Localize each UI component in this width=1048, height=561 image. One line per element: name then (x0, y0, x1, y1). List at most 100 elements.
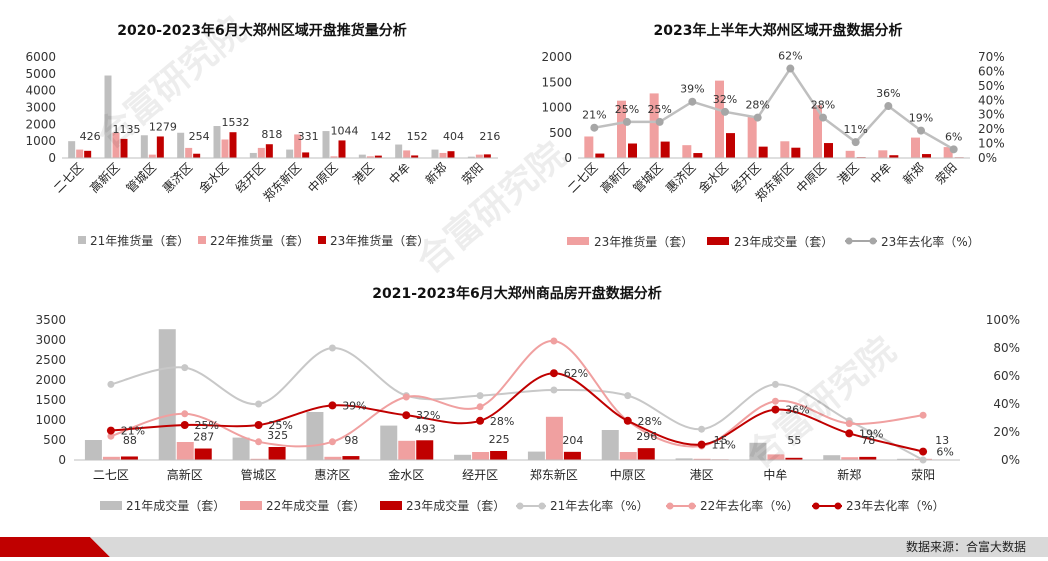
c2-ytick: 2000 (541, 50, 572, 64)
c3-bar (398, 440, 416, 460)
c1-bar (148, 154, 156, 158)
c3-category: 管城区 (241, 467, 277, 482)
c2-bar (878, 150, 888, 158)
c2-y2tick: 0% (978, 151, 997, 165)
c3-bar (250, 458, 268, 460)
c3-rate-label: 36% (785, 404, 809, 417)
c1-bar (395, 144, 403, 158)
c3-category: 中牟 (763, 467, 787, 482)
c2-bar (911, 137, 920, 158)
c3-rate-point (549, 369, 558, 378)
c3-bar (194, 448, 212, 460)
c2-category: 荥阳 (933, 160, 960, 187)
c3-rate-label: 25% (195, 419, 219, 432)
c3-rate-point (181, 364, 189, 372)
c2-rate-label: 32% (713, 93, 737, 106)
c3-category: 港区 (690, 468, 714, 482)
c3-legend-label: 23年去化率（%） (846, 498, 945, 513)
chart3-title: 2021-2023年6月大郑州商品房开盘数据分析 (372, 285, 661, 302)
c2-rate-label: 11% (843, 123, 867, 136)
c1-bar (177, 132, 185, 158)
c1-bar (112, 132, 120, 158)
c3-rate-point (697, 440, 706, 449)
c3-legend-label: 23年成交量（套） (406, 498, 505, 513)
c3-bar (619, 452, 637, 460)
c1-legend-label: 23年推货量（套） (330, 233, 429, 248)
c2-category: 港区 (835, 160, 862, 187)
c1-bar (286, 149, 294, 158)
chart1-title: 2020-2023年6月大郑州区域开盘推货量分析 (117, 22, 406, 39)
c3-ytick: 500 (43, 433, 66, 447)
c3-bar-label: 287 (193, 431, 214, 444)
c2-category: 高新区 (597, 160, 633, 196)
c3-category: 惠济区 (314, 467, 350, 482)
c2-rate-label: 19% (909, 112, 933, 125)
c1-category: 郑东新区 (260, 160, 305, 205)
c3-rate-point (107, 380, 115, 388)
c2-y2tick: 70% (978, 50, 1005, 64)
c1-ytick: 0 (48, 151, 56, 165)
footer-red-corner (0, 537, 110, 557)
c1-data-label: 331 (298, 130, 319, 143)
c3-legend-label: 21年去化率（%） (550, 498, 649, 513)
c2-rate-point (851, 138, 860, 147)
c3-rate-point (106, 426, 115, 435)
c3-bar-label: 78 (861, 434, 875, 447)
c1-category: 中原区 (305, 160, 341, 196)
c3-rate-point (180, 421, 189, 429)
c1-data-label: 1279 (149, 120, 177, 133)
c3-legend-swatch (100, 501, 122, 510)
c2-rate-point (884, 102, 893, 111)
c1-bar (358, 154, 366, 158)
c3-rate-point (328, 344, 336, 352)
c2-y2tick: 20% (978, 122, 1005, 136)
c3-ytick: 2500 (35, 353, 66, 367)
c3-bar (102, 456, 120, 460)
c2-rate-point (688, 97, 697, 106)
c2-bar (780, 141, 790, 158)
c2-bar (693, 153, 703, 158)
c2-category: 中牟 (867, 160, 895, 188)
c3-rate-point (623, 416, 632, 425)
chart-2021-2023-opening: 2021-2023年6月大郑州商品房开盘数据分析 88 287 325 98 493 22… (35, 285, 1020, 513)
c2-category: 金水区 (695, 160, 731, 196)
c1-bar (467, 156, 475, 158)
c3-ytick: 3500 (35, 313, 66, 327)
c1-category: 荥阳 (459, 160, 486, 187)
c3-rate-point (698, 425, 706, 433)
c2-bar (922, 154, 931, 158)
c3-bar-label: 225 (489, 433, 510, 446)
c1-category: 经开区 (233, 160, 268, 195)
c3-bar (527, 451, 545, 460)
c3-rate-point (550, 386, 558, 394)
footer-gray-band (110, 537, 1048, 557)
c3-category: 二七区 (93, 468, 129, 482)
c2-ytick: 500 (549, 126, 572, 140)
c1-data-label: 142 (370, 130, 391, 143)
c3-rate-point (402, 411, 411, 420)
c3-bar (749, 442, 767, 460)
c3-rate-point (255, 400, 263, 408)
c3-bar (306, 412, 324, 460)
c3-bar (268, 447, 286, 460)
c3-bar (767, 454, 785, 460)
c3-rate-label: 19% (859, 427, 883, 440)
c3-rate-point (919, 447, 928, 456)
c3-category: 荥阳 (911, 468, 935, 482)
c3-rate-label: 28% (490, 415, 514, 428)
c2-rate-point (917, 126, 925, 135)
c1-legend-swatch (78, 236, 86, 244)
c3-bar (545, 416, 563, 460)
c3-rate-label: 11% (711, 439, 735, 452)
c1-bar (431, 149, 439, 158)
c3-bar-label: 15 (714, 434, 728, 447)
c2-ytick: 1000 (541, 101, 572, 115)
c1-category: 金水区 (196, 160, 232, 196)
c1-bar (213, 126, 221, 158)
c2-rate-label: 21% (582, 109, 606, 122)
c3-bar (342, 456, 360, 460)
c1-bar (366, 156, 374, 158)
c3-bar (324, 456, 342, 460)
c2-bar (660, 141, 670, 158)
